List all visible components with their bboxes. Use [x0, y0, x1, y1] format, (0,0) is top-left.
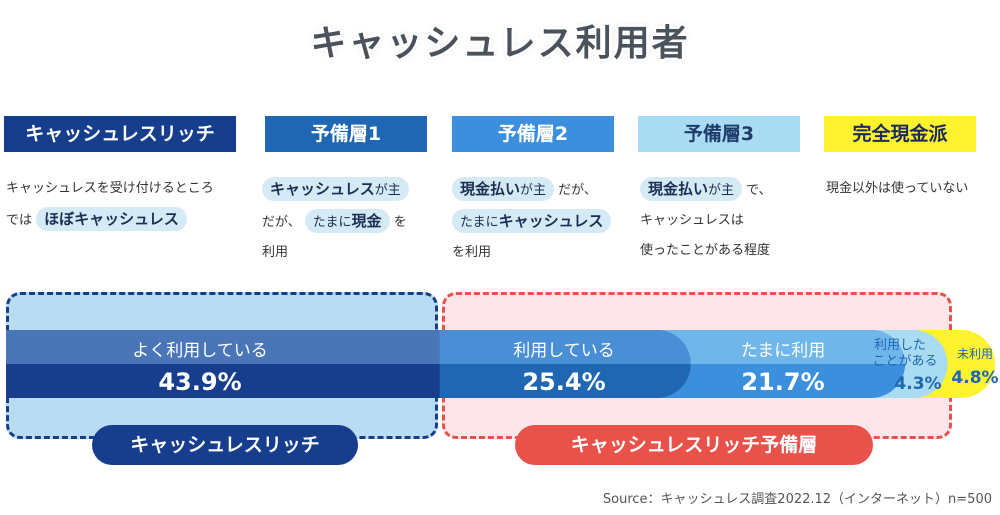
- desc-line: を利用: [452, 245, 492, 260]
- desc-highlight: キャッシュレスが主: [262, 177, 409, 201]
- chart-title: キャッシュレス利用者: [310, 23, 690, 64]
- bar-label-name: 未利用: [957, 347, 993, 361]
- desc-text: では: [6, 213, 33, 228]
- source-note: Source：キャッシュレス調査2022.12（インターネット）n=500: [602, 492, 992, 507]
- description-cash-only: 現金以外は使っていない: [826, 174, 996, 204]
- desc-line: たまにキャッシュレス: [452, 206, 632, 238]
- desc-line: 現金払いが主 だが、: [452, 174, 632, 206]
- group-badge-cashless-rich: キャッシュレスリッチ: [92, 425, 358, 465]
- desc-highlight: 現金払いが主: [640, 177, 743, 201]
- desc-highlight: 現金払いが主: [452, 177, 555, 201]
- bar-label-value: 4.8%: [951, 368, 998, 388]
- desc-highlight: ほぼキャッシュレス: [36, 207, 187, 231]
- bar-segment-often: [6, 330, 440, 398]
- bar-label-name: 利用した: [874, 338, 926, 353]
- desc-line: だが、 たまに現金 を: [262, 206, 442, 238]
- category-reserve-2: 予備層2: [452, 116, 614, 152]
- description-cashless-rich: キャッシュレスを受け付けるところ では ほぼキャッシュレス: [6, 174, 256, 236]
- bar-label-name: 利用している: [513, 341, 615, 361]
- desc-line: 現金払いが主 で、: [640, 174, 820, 206]
- category-cashless-rich: キャッシュレスリッチ: [4, 116, 236, 152]
- bar-label-value: 4.3%: [894, 374, 941, 394]
- category-reserve-1: 予備層1: [265, 116, 427, 152]
- desc-highlight: たまに現金: [304, 209, 390, 233]
- desc-text: だが、: [262, 215, 301, 230]
- desc-highlight: たまにキャッシュレス: [452, 209, 612, 233]
- desc-line: 使ったことがある程度: [640, 243, 771, 258]
- bar-label-value: 25.4%: [522, 368, 605, 396]
- desc-line: キャッシュレスは: [640, 213, 744, 228]
- bar-label-name: たまに利用: [741, 341, 826, 361]
- group-badge-reserve: キャッシュレスリッチ予備層: [515, 425, 873, 465]
- desc-line: 現金以外は使っていない: [826, 181, 969, 196]
- desc-text: を: [393, 215, 407, 230]
- bar-label-value: 43.9%: [158, 368, 241, 396]
- desc-text: だが、: [558, 183, 597, 198]
- desc-text: で、: [746, 183, 772, 198]
- desc-line: 利用: [262, 245, 289, 260]
- bar-label-name: ことがある: [872, 354, 937, 369]
- description-reserve-1: キャッシュレスが主 だが、 たまに現金 を 利用: [262, 174, 442, 268]
- category-cash-only: 完全現金派: [824, 116, 976, 152]
- desc-line: では ほぼキャッシュレス: [6, 204, 256, 236]
- category-reserve-3: 予備層3: [638, 116, 800, 152]
- desc-line: キャッシュレスが主: [262, 174, 442, 206]
- bar-label-name: よく利用している: [132, 341, 268, 361]
- desc-line: キャッシュレスを受け付けるところ: [6, 181, 214, 196]
- description-reserve-2: 現金払いが主 だが、 たまにキャッシュレス を利用: [452, 174, 632, 268]
- bar-label-value: 21.7%: [741, 368, 824, 396]
- description-reserve-3: 現金払いが主 で、 キャッシュレスは 使ったことがある程度: [640, 174, 820, 266]
